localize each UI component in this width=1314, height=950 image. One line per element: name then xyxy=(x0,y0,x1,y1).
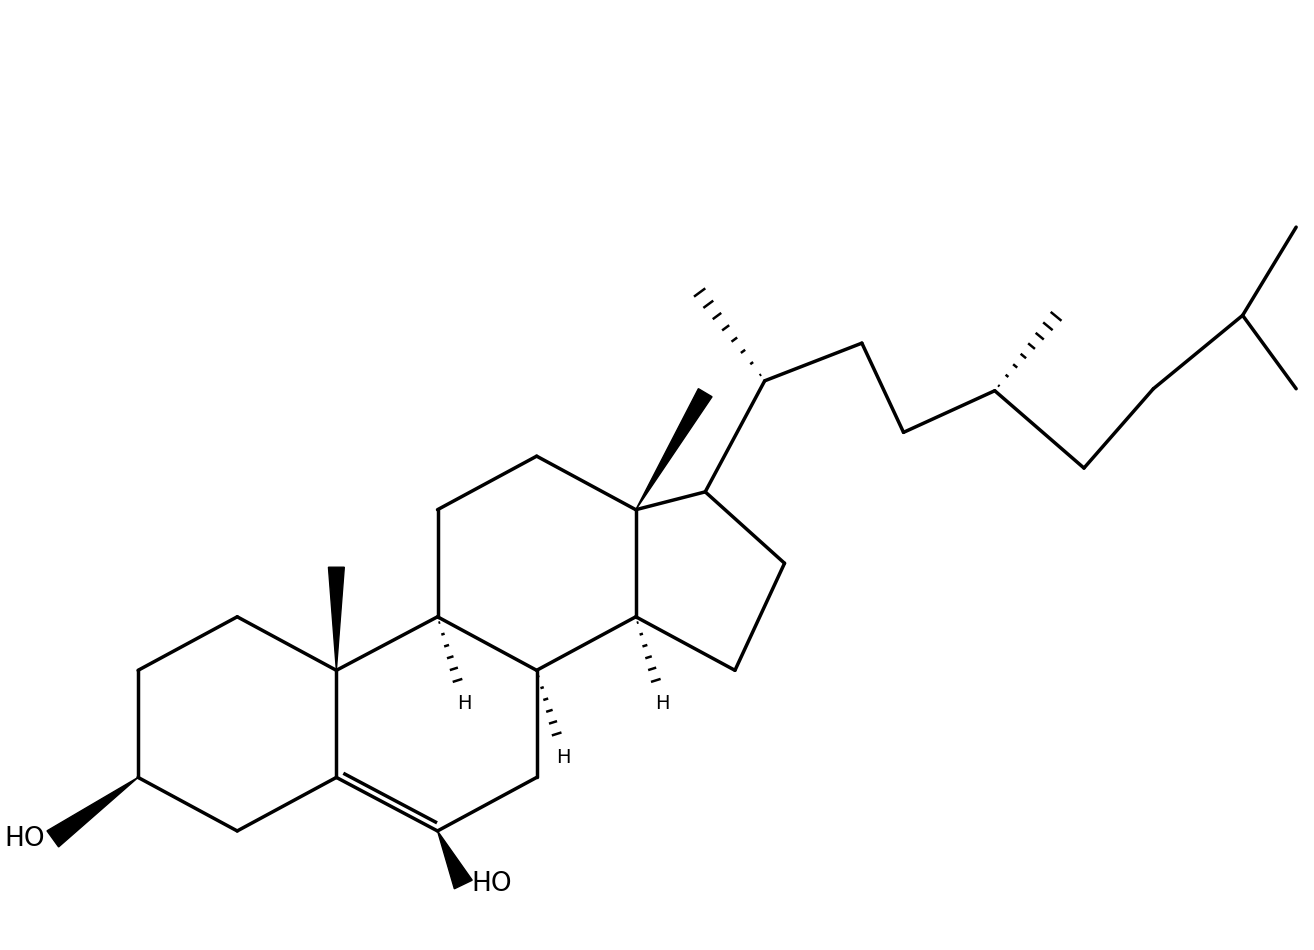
Text: HO: HO xyxy=(472,871,512,898)
Polygon shape xyxy=(636,389,712,510)
Polygon shape xyxy=(438,831,472,889)
Polygon shape xyxy=(328,567,344,671)
Text: HO: HO xyxy=(4,826,45,852)
Text: H: H xyxy=(556,748,570,767)
Text: H: H xyxy=(457,694,472,713)
Text: H: H xyxy=(656,694,670,713)
Polygon shape xyxy=(47,777,138,847)
